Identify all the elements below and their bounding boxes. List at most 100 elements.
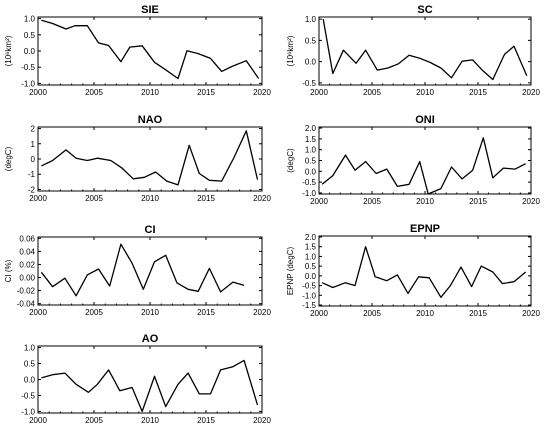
y-tick-label: 0.0 bbox=[305, 58, 317, 67]
chart-title: ONI bbox=[415, 114, 435, 126]
y-tick-label: 1.5 bbox=[305, 243, 317, 252]
x-tick-label: 2000 bbox=[29, 194, 47, 203]
x-tick-label: 2015 bbox=[197, 308, 215, 317]
y-tick-label: -1 bbox=[28, 170, 36, 179]
x-tick-label: 2000 bbox=[310, 309, 328, 318]
y-tick-label: 0.00 bbox=[19, 274, 35, 283]
x-tick-label: 2020 bbox=[253, 308, 271, 317]
y-tick-label: 1 bbox=[31, 140, 36, 149]
x-tick-label: 2000 bbox=[310, 197, 328, 206]
x-tick-label: 2020 bbox=[253, 416, 271, 425]
x-tick-label: 2015 bbox=[197, 416, 215, 425]
y-tick-label: 0.5 bbox=[305, 36, 317, 45]
chart-panel-ci: CI 2000 2005 2010 2015 2020 -0.04 -0.02 0.00 0.02… bbox=[4, 224, 271, 317]
x-tick-label: 2005 bbox=[85, 416, 103, 425]
plot-frame bbox=[37, 126, 263, 192]
y-tick-label: 1.0 bbox=[24, 344, 36, 353]
plot-frame bbox=[318, 16, 532, 86]
y-tick-label: 0.04 bbox=[19, 247, 35, 256]
series-line-sie bbox=[41, 19, 260, 80]
chart-title: NAO bbox=[138, 114, 163, 126]
chart-panel-oni: ONI 2000 2005 2010 2015 2020 -1.0 -0.5 0.00.5 1.0… bbox=[286, 114, 540, 206]
y-tick-label: 0.5 bbox=[305, 157, 317, 166]
y-tick-label: 1.0 bbox=[305, 15, 317, 24]
y-tick-label: 2.0 bbox=[305, 233, 317, 242]
y-axis-label: (degC) bbox=[286, 148, 295, 173]
x-tick-label: 2010 bbox=[416, 197, 434, 206]
x-tick-label: 2005 bbox=[363, 309, 381, 318]
y-tick-label: 0.06 bbox=[19, 234, 35, 243]
x-tick-label: 2020 bbox=[253, 88, 271, 97]
chart-panel-sie: SIE 2000 2005 2010 2015 2020 -1.0 -0.5 0.0 0.5 1.0… bbox=[4, 4, 271, 97]
y-tick-label: -2 bbox=[28, 185, 36, 194]
y-tick-label: 0 bbox=[31, 155, 36, 164]
x-tick-label: 2020 bbox=[253, 194, 271, 203]
y-tick-label: -1.0 bbox=[302, 291, 316, 300]
series-line-oni bbox=[321, 137, 526, 195]
y-tick-label: 0.5 bbox=[305, 262, 317, 271]
y-tick-label: -0.5 bbox=[21, 63, 35, 72]
chart-panel-nao: NAO 2000 2005 2010 2015 2020 -2 -1 0 1 2 (degC) bbox=[4, 114, 271, 203]
chart-title: SC bbox=[417, 4, 432, 16]
chart-title: SIE bbox=[141, 4, 159, 16]
x-tick-label: 2000 bbox=[29, 88, 47, 97]
x-tick-label: 2020 bbox=[522, 309, 540, 318]
y-tick-label: 1.5 bbox=[305, 135, 317, 144]
x-tick-label: 2010 bbox=[416, 88, 434, 97]
chart-panel-sc: SC 2000 2005 2010 2015 2020 -0.5 0.0 0.5 1.0 (10⁶k… bbox=[286, 4, 540, 97]
y-axis-label: (degC) bbox=[4, 146, 13, 171]
plot-frame bbox=[37, 236, 263, 306]
y-axis-label: (10⁶km²) bbox=[4, 35, 13, 66]
x-tick-label: 2000 bbox=[29, 416, 47, 425]
y-tick-label: 0.0 bbox=[24, 47, 36, 56]
y-tick-label: 1.0 bbox=[305, 252, 317, 261]
x-tick-label: 2010 bbox=[141, 194, 159, 203]
chart-panel-ao: AO 2000 2005 2010 2015 2020 -1.0 -0.5 0.0 0.5 1.0 bbox=[21, 333, 271, 425]
x-tick-label: 2010 bbox=[141, 88, 159, 97]
x-tick-label: 2000 bbox=[310, 88, 328, 97]
x-tick-label: 2005 bbox=[363, 197, 381, 206]
y-tick-label: 0.0 bbox=[24, 376, 36, 385]
chart-panel-epnp: EPNP 2000 2005 2010 2015 2020 -1.5-1.0-0.50.00… bbox=[286, 223, 540, 318]
y-tick-label: 0.5 bbox=[24, 31, 36, 40]
y-tick-label: 0.02 bbox=[19, 260, 35, 269]
series-line-sc bbox=[322, 18, 528, 81]
x-tick-label: 2005 bbox=[363, 88, 381, 97]
series-line-ao bbox=[41, 359, 259, 413]
x-tick-label: 2020 bbox=[522, 197, 540, 206]
x-tick-label: 2010 bbox=[141, 308, 159, 317]
x-tick-label: 2000 bbox=[29, 308, 47, 317]
y-tick-label: -0.04 bbox=[17, 300, 36, 309]
y-tick-label: -0.5 bbox=[302, 282, 316, 291]
y-tick-label: -0.5 bbox=[21, 391, 35, 400]
y-tick-label: 1.0 bbox=[24, 15, 36, 24]
series-line-ci bbox=[40, 243, 245, 297]
y-tick-label: 0.5 bbox=[24, 360, 36, 369]
series-line-epnp bbox=[321, 246, 527, 298]
chart-title: EPNP bbox=[410, 223, 440, 235]
y-tick-label: -1.5 bbox=[302, 301, 316, 310]
x-tick-label: 2020 bbox=[522, 88, 540, 97]
y-tick-label: 2.0 bbox=[305, 124, 317, 133]
y-tick-label: -1.0 bbox=[21, 79, 35, 88]
x-tick-label: 2005 bbox=[85, 194, 103, 203]
series-line-nao bbox=[41, 130, 259, 186]
x-tick-label: 2015 bbox=[469, 88, 487, 97]
y-tick-label: 0.0 bbox=[305, 167, 317, 176]
y-tick-label: -0.5 bbox=[302, 79, 316, 88]
x-tick-label: 2015 bbox=[197, 88, 215, 97]
x-tick-label: 2015 bbox=[197, 194, 215, 203]
x-tick-label: 2005 bbox=[85, 88, 103, 97]
x-tick-label: 2015 bbox=[469, 197, 487, 206]
y-tick-label: -0.5 bbox=[302, 178, 316, 187]
y-tick-label: 1.0 bbox=[305, 146, 317, 155]
y-tick-label: 2 bbox=[31, 125, 36, 134]
x-tick-label: 2005 bbox=[85, 308, 103, 317]
chart-title: CI bbox=[145, 224, 156, 236]
x-tick-label: 2015 bbox=[469, 309, 487, 318]
chart-title: AO bbox=[142, 333, 159, 345]
plot-frame bbox=[318, 235, 532, 307]
y-tick-label: 0.0 bbox=[305, 272, 317, 281]
y-axis-label: (10⁶km²) bbox=[286, 35, 295, 66]
